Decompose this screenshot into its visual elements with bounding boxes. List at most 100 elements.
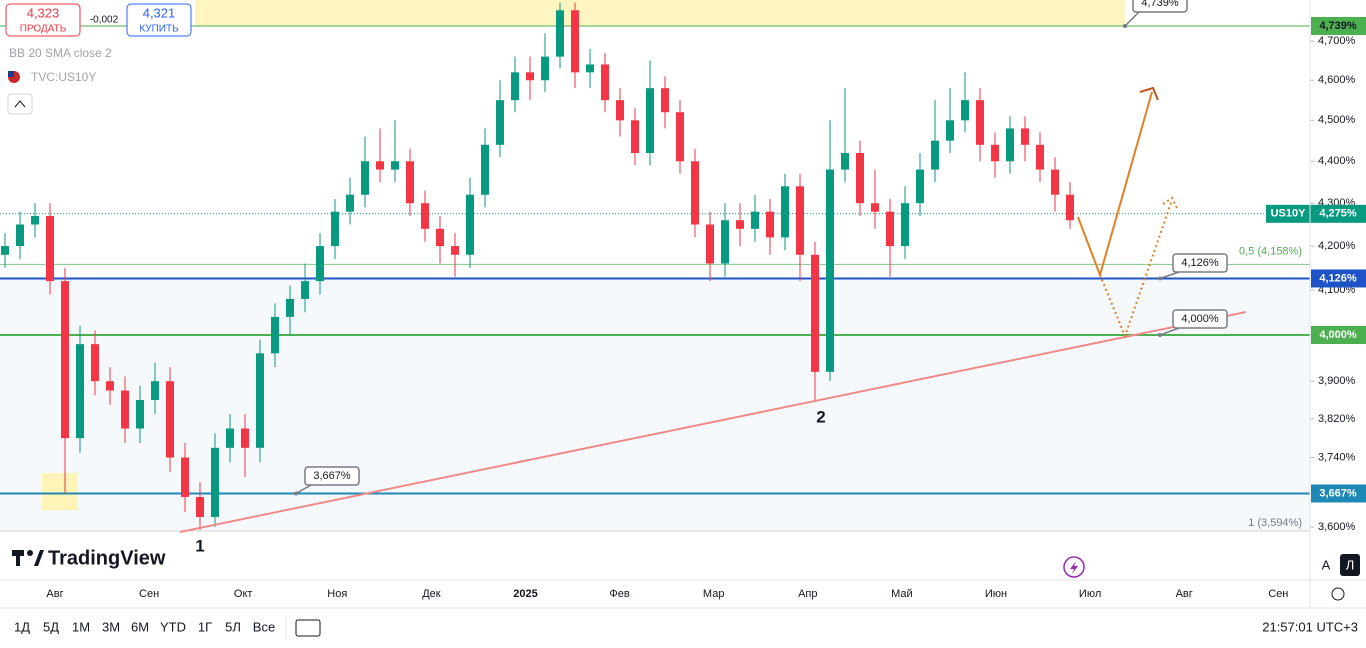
candle-body xyxy=(391,161,399,170)
candle-body xyxy=(31,215,39,225)
x-tick-label: Апр xyxy=(798,588,817,600)
brand: TradingView xyxy=(48,547,166,569)
candle-body xyxy=(91,344,99,382)
scale-button-bg xyxy=(1340,554,1360,576)
date-range-icon[interactable] xyxy=(295,619,321,637)
callout-pointer xyxy=(1159,327,1180,336)
y-tick-label: 4,700% xyxy=(1318,35,1356,47)
candle-body xyxy=(781,186,789,238)
price-label: 4,000% xyxy=(1319,329,1357,341)
candle-body xyxy=(856,153,864,204)
y-tick-label: 3,820% xyxy=(1318,413,1356,425)
candle-body xyxy=(1066,194,1074,221)
range-button[interactable]: 5Д xyxy=(43,619,59,634)
candle-body xyxy=(841,153,849,170)
candle-body xyxy=(916,169,924,204)
candle-body xyxy=(691,161,699,225)
x-tick-label: Июн xyxy=(985,588,1007,600)
candle-body xyxy=(1,246,9,255)
range-button[interactable]: 1Д xyxy=(14,619,30,634)
candle-body xyxy=(226,428,234,448)
callout-box xyxy=(304,466,360,486)
range-button[interactable]: Все xyxy=(253,619,275,634)
candle-body xyxy=(316,246,324,282)
candle-body xyxy=(271,316,279,354)
price-label: 3,667% xyxy=(1319,487,1357,499)
price-label-bg xyxy=(1311,16,1366,35)
candle-body xyxy=(526,72,534,81)
x-tick-label: Окт xyxy=(234,588,253,600)
logo xyxy=(27,550,33,556)
candle-body xyxy=(301,281,309,299)
price-label-bg xyxy=(1311,326,1366,345)
candle-body xyxy=(451,246,459,255)
candle-body xyxy=(646,88,654,154)
candle-body xyxy=(376,161,384,170)
candle-body xyxy=(331,211,339,247)
x-tick-label: 2025 xyxy=(513,588,537,600)
candle-body xyxy=(481,144,489,195)
callout-pointer xyxy=(1124,11,1140,27)
buy-price: 4,321 xyxy=(143,5,176,20)
range-button[interactable]: 5Л xyxy=(225,619,241,634)
candle-body xyxy=(976,100,984,145)
highlight-zone xyxy=(42,473,78,510)
indicator-label: BB 20 SMA close 2 xyxy=(9,46,112,60)
y-tick-label: 3,740% xyxy=(1318,451,1356,463)
callout-anchor xyxy=(1158,276,1162,281)
symbol-tag: US10Y xyxy=(1271,208,1307,220)
candle-body xyxy=(721,220,729,264)
candle-body xyxy=(811,254,819,372)
candle-body xyxy=(361,161,369,195)
scale-button[interactable]: A xyxy=(1322,557,1331,572)
range-button[interactable]: 1Г xyxy=(198,619,212,634)
range-button[interactable]: YTD xyxy=(160,619,186,634)
candle-body xyxy=(511,72,519,101)
forecast-dotted xyxy=(1099,199,1173,339)
candle-body xyxy=(16,224,24,247)
candle-body xyxy=(541,56,549,81)
candle-body xyxy=(901,203,909,247)
candle-body xyxy=(631,120,639,154)
x-tick-label: Мар xyxy=(703,588,725,600)
sell-label: ПРОДАТЬ xyxy=(20,24,67,35)
arrow-head xyxy=(1162,196,1179,211)
candle-body xyxy=(421,203,429,229)
x-tick-label: Май xyxy=(891,588,913,600)
event-icon[interactable] xyxy=(1063,556,1085,578)
callout-box xyxy=(1172,309,1228,329)
fib-label: 0,5 (4,158%) xyxy=(1239,245,1302,257)
plot xyxy=(1,2,1074,531)
callout-anchor xyxy=(1123,23,1127,28)
scale-button[interactable]: Л xyxy=(1346,557,1355,572)
candle-body xyxy=(586,64,594,73)
spread: -0,002 xyxy=(90,15,119,26)
x-tick-label: Июл xyxy=(1079,588,1101,600)
collapse-button[interactable] xyxy=(7,93,33,115)
candle-body xyxy=(151,381,159,400)
callout-box xyxy=(1132,0,1188,13)
price-label-bg xyxy=(1266,204,1366,223)
price-label-bg xyxy=(1311,484,1366,503)
x-tick-label: Ноя xyxy=(327,588,347,600)
candle-body xyxy=(181,457,189,497)
range-button[interactable]: 6М xyxy=(131,619,149,634)
candle-body xyxy=(676,112,684,162)
candle-body xyxy=(46,215,54,282)
range-button[interactable]: 3М xyxy=(102,619,120,634)
candle-body xyxy=(796,186,804,255)
y-tick-label: 4,400% xyxy=(1318,155,1356,167)
callout-anchor xyxy=(1158,333,1162,338)
candle-body xyxy=(871,203,879,212)
settings-icon[interactable] xyxy=(1331,587,1345,601)
front-layer: 3,600%3,740%3,820%3,900%4,000%4,100%4,20… xyxy=(14,0,1366,634)
buy-button[interactable] xyxy=(126,3,192,37)
sell-button[interactable] xyxy=(5,3,81,37)
highlight-zone xyxy=(195,0,1125,26)
candle-body xyxy=(571,10,579,73)
candle-body xyxy=(736,220,744,229)
y-tick-label: 4,500% xyxy=(1318,114,1356,126)
range-button[interactable]: 1М xyxy=(72,619,90,634)
candle-body xyxy=(706,224,714,264)
